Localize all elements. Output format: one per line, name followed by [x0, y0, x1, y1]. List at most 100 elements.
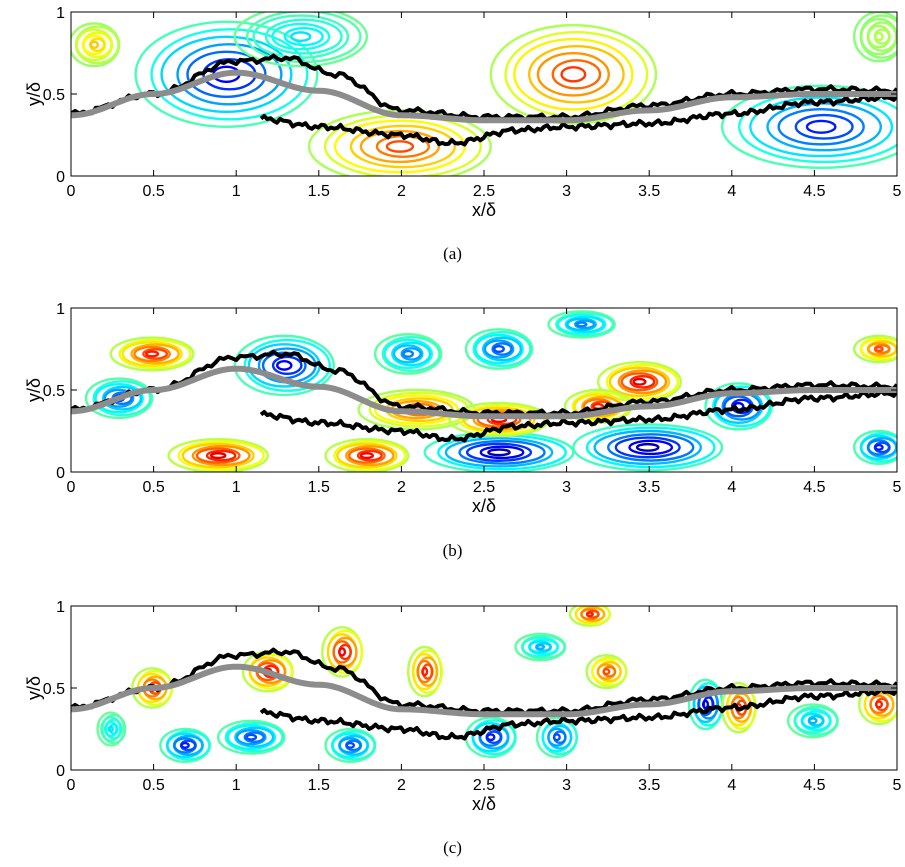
contour-line [349, 124, 457, 169]
contour-line [720, 84, 897, 169]
vortex-contour-group [406, 645, 444, 698]
contour-line [271, 355, 303, 376]
vortex-contour-group [71, 22, 121, 68]
x-tick-label: 0 [67, 479, 76, 496]
contour-line [701, 699, 710, 710]
x-axis-label: x/δ [472, 200, 496, 220]
contour-line [712, 385, 772, 428]
contour-line [605, 363, 680, 400]
contour-line [109, 336, 195, 372]
contour-line [195, 447, 241, 464]
contour-line [448, 401, 550, 438]
contour-line [245, 12, 362, 64]
x-tick-label: 0 [67, 183, 76, 200]
contour-line [391, 341, 432, 367]
contour-line [176, 43, 283, 106]
interface-upper-line [71, 53, 897, 123]
x-tick-label: 1 [232, 479, 241, 496]
y-tick-label: 1 [56, 301, 65, 318]
y-tick-label: 1 [56, 599, 65, 616]
contour-line [402, 349, 415, 358]
vortex-contour-group [159, 727, 212, 763]
contour-line [489, 23, 658, 125]
vortex-contour-group [216, 719, 286, 755]
contour-line [536, 52, 610, 97]
y-axis-label: y/δ [24, 378, 44, 402]
contour-line [142, 348, 169, 360]
contour-line [324, 438, 410, 472]
contour-line [493, 344, 505, 354]
contour-line [235, 728, 267, 746]
contour-line [513, 37, 634, 111]
contour-line [243, 338, 331, 392]
contour-plot-a: 0 0.5 1 1.5 2 2.5 3 3.5 4 4.5 5 0 0.5 1 x/δ y/δ [24, 5, 902, 220]
contour-line [474, 333, 524, 365]
contour-line [271, 22, 331, 51]
contour-line [572, 423, 724, 472]
contour-line [853, 429, 897, 465]
interface-upper-line [71, 647, 897, 717]
contour-line [336, 442, 398, 469]
y-axis-label: y/δ [24, 676, 44, 700]
vortex-contour-group [464, 328, 534, 370]
y-tick-label: 0 [56, 763, 65, 780]
contour-line [84, 377, 154, 420]
contour-line [486, 733, 496, 742]
contour-line [483, 339, 515, 359]
contour-line [874, 345, 884, 353]
x-tick-label: 5 [893, 479, 902, 496]
contour-line [252, 14, 350, 59]
contour-line [585, 611, 594, 618]
interface-upper-line [71, 349, 897, 419]
contour-line [444, 437, 554, 468]
contour-line [233, 334, 336, 397]
contour-field [71, 606, 897, 763]
contour-line [400, 347, 422, 361]
vortex-contour-group [324, 727, 377, 763]
x-tick-label: 1.5 [308, 777, 330, 794]
x-tick-label: 3.5 [638, 777, 660, 794]
contour-line [191, 445, 251, 467]
contour-line [145, 350, 160, 358]
contour-line [464, 328, 534, 370]
contour-line [160, 35, 293, 114]
contour-line [226, 724, 277, 751]
contour-line [224, 721, 284, 753]
x-tick-label: 2 [397, 183, 406, 200]
contour-line [75, 28, 114, 62]
vortex-contour-group [109, 336, 195, 372]
caption-b: (b) [442, 541, 463, 560]
contour-line [118, 338, 192, 370]
contour-line [573, 319, 596, 330]
x-tick-label: 2 [397, 777, 406, 794]
x-tick-label: 0.5 [142, 183, 164, 200]
x-tick-label: 4 [727, 479, 736, 496]
x-tick-label: 4.5 [803, 183, 825, 200]
x-tick-label: 0.5 [142, 479, 164, 496]
contour-line [635, 442, 660, 452]
contour-line [555, 311, 615, 337]
contour-line [617, 369, 668, 395]
contour-line [860, 17, 897, 56]
contour-line [874, 443, 884, 451]
contour-line [356, 449, 383, 462]
contour-line [290, 31, 312, 43]
contour-line [585, 426, 716, 469]
contour-line [101, 385, 143, 411]
contour-line [479, 445, 525, 460]
vortex-contour-group [233, 12, 369, 68]
x-tick-label: 1 [232, 183, 241, 200]
contour-line [458, 404, 546, 435]
x-tick-label: 1.5 [308, 183, 330, 200]
contour-line [381, 335, 441, 372]
mean-interface-line [71, 69, 897, 124]
contour-line [749, 96, 894, 158]
x-tick-label: 4.5 [803, 479, 825, 496]
vortex-contour-group [167, 438, 269, 472]
contour-line [628, 439, 674, 456]
vortex-contour-group [514, 632, 567, 662]
x-tick-label: 3 [562, 183, 571, 200]
contour-line [853, 12, 897, 63]
x-tick-label: 2 [397, 479, 406, 496]
contour-line [704, 382, 773, 431]
